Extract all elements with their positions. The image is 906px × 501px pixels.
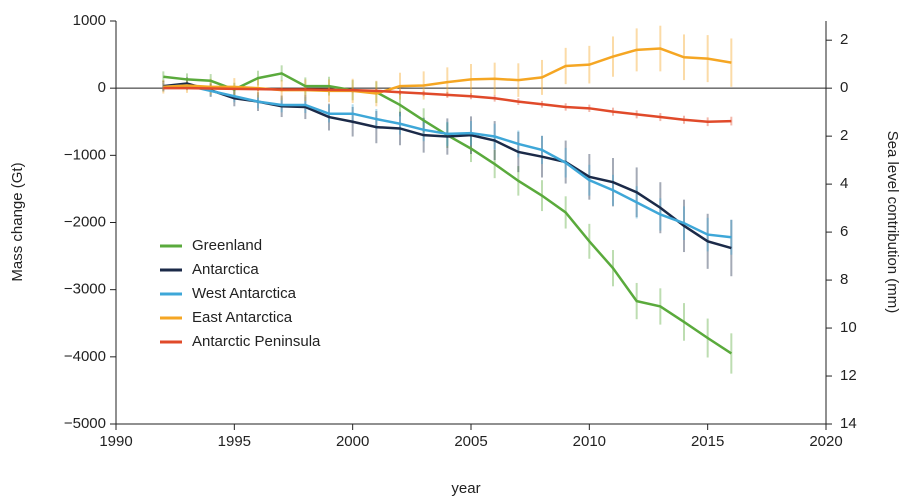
y-tick-label: 0 [98, 79, 106, 96]
y2-tick-label: 8 [840, 271, 848, 288]
y-tick-label: −4000 [64, 348, 106, 365]
x-tick-label: 2000 [336, 433, 369, 450]
x-tick-label: 2005 [454, 433, 487, 450]
x-tick-label: 1995 [218, 433, 251, 450]
y2-tick-label: 10 [840, 319, 857, 336]
series-line [163, 82, 732, 250]
x-tick-label: 1990 [99, 433, 132, 450]
legend-label: West Antarctica [192, 285, 297, 302]
y-tick-label: −3000 [64, 281, 106, 298]
y2-tick-label: 2 [840, 31, 848, 48]
y-axis-label: Mass change (Gt) [9, 162, 26, 281]
y2-axis-label: Sea level contribution (mm) [884, 131, 901, 314]
y2-tick-label: 4 [840, 175, 848, 192]
y2-tick-label: 12 [840, 367, 857, 384]
y-tick-label: −5000 [64, 415, 106, 432]
y-tick-label: 1000 [73, 12, 106, 29]
legend-label: East Antarctica [192, 309, 293, 326]
y2-tick-label: 0 [840, 79, 848, 96]
series-line [163, 86, 732, 124]
legend-label: Greenland [192, 237, 262, 254]
x-tick-label: 2015 [691, 433, 724, 450]
series-line [163, 84, 732, 239]
y2-tick-label: 2 [840, 127, 848, 144]
legend-label: Antarctica [192, 261, 259, 278]
y2-tick-label: 6 [840, 223, 848, 240]
y-tick-label: −2000 [64, 213, 106, 230]
x-axis-label: year [451, 480, 480, 497]
x-tick-label: 2010 [573, 433, 606, 450]
series-line [163, 72, 733, 355]
y-tick-label: −1000 [64, 146, 106, 163]
x-tick-label: 2020 [809, 433, 842, 450]
y2-tick-label: 14 [840, 415, 857, 432]
legend-label: Antarctic Peninsula [192, 333, 321, 350]
